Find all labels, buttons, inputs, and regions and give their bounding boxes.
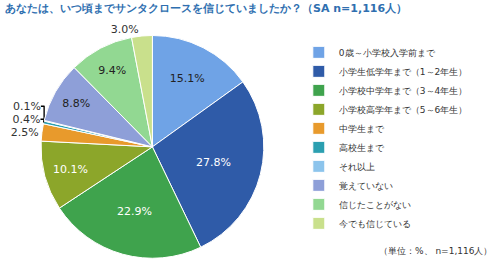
svg-text:27.8%: 27.8% <box>196 156 231 169</box>
svg-text:9.4%: 9.4% <box>98 64 126 77</box>
svg-text:小学生低学年まで（1～2年生）: 小学生低学年まで（1～2年生） <box>339 67 467 77</box>
svg-text:中学生まで: 中学生まで <box>339 124 385 134</box>
svg-text:10.1%: 10.1% <box>53 163 88 176</box>
svg-text:あなたは、いつ頃までサンタクロースを信じていましたか？（SA: あなたは、いつ頃までサンタクロースを信じていましたか？（SA n=1,116人） <box>5 2 407 15</box>
svg-text:高校生まで: 高校生まで <box>339 143 385 153</box>
svg-text:覚えていない: 覚えていない <box>339 181 393 191</box>
svg-text:（単位：%、 n=1,116人）: （単位：%、 n=1,116人） <box>379 246 492 256</box>
svg-text:小学校高学年まで（5～6年生）: 小学校高学年まで（5～6年生） <box>339 105 467 115</box>
svg-text:15.1%: 15.1% <box>170 72 205 85</box>
svg-text:信じたことがない: 信じたことがない <box>339 200 411 210</box>
svg-text:3.0%: 3.0% <box>111 23 139 36</box>
svg-text:8.8%: 8.8% <box>62 97 90 110</box>
svg-text:小学校中学年まで（3～4年生）: 小学校中学年まで（3～4年生） <box>339 86 467 96</box>
svg-text:0.4%: 0.4% <box>13 113 41 126</box>
svg-text:0歳～小学校入学前まで: 0歳～小学校入学前まで <box>339 48 436 58</box>
svg-text:今でも信じている: 今でも信じている <box>339 219 411 229</box>
svg-text:2.5%: 2.5% <box>11 126 39 139</box>
svg-text:それ以上: それ以上 <box>339 162 375 172</box>
svg-text:22.9%: 22.9% <box>117 205 152 218</box>
svg-text:0.1%: 0.1% <box>13 100 41 113</box>
